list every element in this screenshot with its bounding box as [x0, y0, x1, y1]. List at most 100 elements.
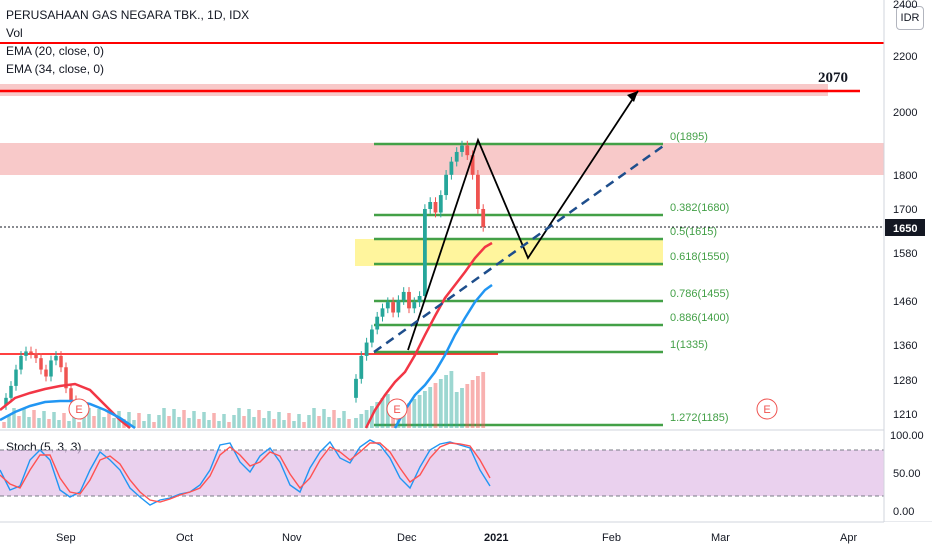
volume-bar	[262, 418, 266, 428]
volume-bar	[407, 403, 411, 428]
price-tick-2400: 2400	[893, 0, 917, 11]
candle-body	[391, 302, 395, 313]
fib-label-0: 0(1895)	[670, 131, 708, 143]
ema34-line-right[interactable]	[393, 283, 493, 429]
price-tick-1460: 1460	[893, 296, 917, 308]
candle-body	[380, 308, 385, 317]
volume-bar	[428, 387, 433, 428]
volume-bars	[2, 371, 486, 428]
price-axis[interactable]: 2400 2200 2000 1800 1700 1580 1460 1360 …	[893, 0, 917, 421]
volume-bar	[102, 417, 106, 428]
price-tick-1700: 1700	[893, 204, 917, 216]
current-price-value: 1650	[893, 223, 917, 235]
earnings-letter: E	[75, 404, 82, 416]
volume-bar	[317, 416, 321, 428]
supply-zone	[0, 143, 884, 175]
volume-bar	[92, 416, 96, 428]
volume-bar	[157, 415, 161, 428]
legend-vol[interactable]: Vol	[6, 26, 23, 40]
candle-body	[19, 355, 23, 370]
candle-body	[364, 342, 369, 356]
currency-badge[interactable]: IDR	[896, 6, 924, 30]
settings-corner[interactable]	[884, 522, 932, 550]
candle-body	[39, 358, 43, 370]
volume-bar	[37, 418, 41, 428]
earnings-letter: E	[763, 404, 770, 416]
volume-bar	[476, 376, 480, 428]
earnings-marker-1[interactable]: E	[68, 398, 90, 420]
volume-bar	[292, 421, 296, 428]
fib-label-1272: 1.272(1185)	[670, 412, 729, 424]
volume-bar	[22, 409, 26, 428]
fib-label-1: 1(1335)	[670, 339, 708, 351]
symbol-title[interactable]: PERUSAHAAN GAS NEGARA TBK., 1D, IDX	[6, 8, 250, 22]
time-label-dec: Dec	[397, 532, 417, 544]
fib-label-0618: 0.618(1550)	[670, 251, 729, 263]
volume-bar	[197, 419, 201, 428]
volume-bar	[460, 388, 464, 428]
time-axis[interactable]: Sep Oct Nov Dec 2021 Feb Mar Apr	[56, 532, 857, 544]
candle-body	[454, 151, 459, 162]
volume-bar	[247, 409, 251, 428]
stoch-tick-100: 100.00	[890, 430, 924, 442]
volume-bar	[27, 417, 31, 428]
volume-bar	[162, 408, 166, 428]
volume-bar	[282, 420, 286, 428]
volume-bar	[237, 408, 241, 428]
price-tick-1580: 1580	[893, 248, 917, 260]
stoch-axis[interactable]: 100.00 50.00 0.00	[890, 430, 924, 518]
candle-body	[401, 291, 406, 301]
candle-body	[69, 388, 73, 401]
candle-body	[449, 161, 454, 175]
volume-bar	[137, 413, 141, 428]
ema20-line-right[interactable]	[364, 241, 493, 429]
trend-drawing[interactable]	[407, 90, 639, 351]
candle-body	[407, 291, 411, 309]
volume-bar	[257, 410, 261, 428]
fib-label-0886: 0.886(1400)	[670, 312, 729, 324]
candle-body	[370, 329, 374, 343]
price-tick-1210: 1210	[893, 409, 917, 421]
fib-retracement[interactable]	[374, 142, 663, 427]
price-tick-1360: 1360	[893, 340, 917, 352]
fib-label-0382: 0.382(1680)	[670, 202, 729, 214]
volume-bar	[332, 410, 336, 428]
earnings-marker-2[interactable]: E	[386, 398, 408, 420]
stoch-band	[0, 450, 884, 496]
volume-bar	[375, 402, 380, 428]
buy-zone	[355, 239, 663, 266]
candlesticks[interactable]	[4, 140, 486, 420]
volume-bar	[167, 416, 171, 428]
candle-body	[24, 351, 28, 356]
stoch-d-line	[0, 442, 491, 503]
volume-bar	[465, 384, 470, 428]
ema34-line[interactable]	[0, 399, 136, 430]
candle-body	[49, 360, 53, 377]
candle-body	[465, 145, 470, 156]
volume-bar	[87, 408, 91, 428]
candle-body	[433, 201, 438, 213]
candle-body	[385, 302, 390, 309]
volume-bar	[52, 412, 56, 428]
volume-bar	[401, 407, 406, 428]
fib-label-0786: 0.786(1455)	[670, 288, 729, 300]
volume-bar	[172, 409, 176, 428]
legend-ema34[interactable]: EMA (34, close, 0)	[6, 62, 105, 76]
volume-bar	[17, 416, 21, 428]
candle-body	[64, 367, 68, 389]
arrow-head	[627, 91, 638, 102]
candle-body	[29, 351, 33, 354]
volume-bar	[57, 420, 61, 428]
volume-bar	[444, 375, 448, 428]
time-label-feb: Feb	[602, 532, 621, 544]
candle-body	[476, 174, 480, 209]
ema20-line[interactable]	[0, 382, 131, 429]
volume-bar	[242, 416, 246, 428]
legend-ema20[interactable]: EMA (20, close, 0)	[6, 44, 105, 58]
time-label-oct: Oct	[176, 532, 193, 544]
volume-bar	[2, 422, 6, 428]
earnings-marker-3[interactable]: E	[756, 398, 778, 420]
annotation-2070[interactable]: 2070	[818, 70, 848, 86]
volume-bar	[252, 417, 256, 428]
